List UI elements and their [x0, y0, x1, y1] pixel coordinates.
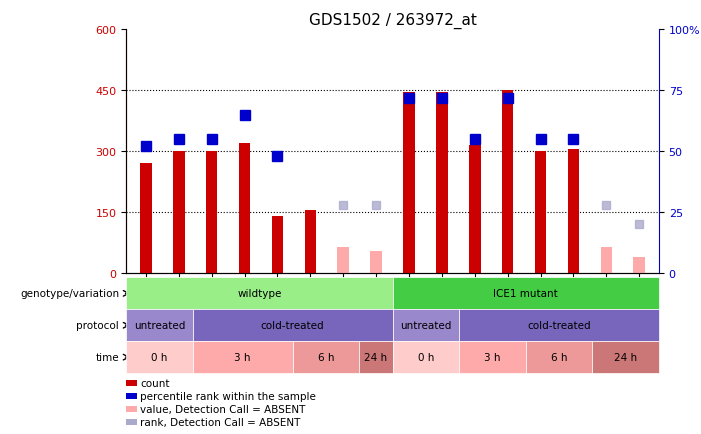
Text: 6 h: 6 h	[551, 352, 567, 362]
Text: rank, Detection Call = ABSENT: rank, Detection Call = ABSENT	[140, 418, 301, 427]
Text: cold-treated: cold-treated	[261, 321, 325, 330]
Text: wildtype: wildtype	[237, 289, 282, 299]
Text: count: count	[140, 378, 170, 388]
Bar	[403, 93, 415, 273]
Bar	[601, 247, 612, 273]
Text: cold-treated: cold-treated	[527, 321, 591, 330]
Bar	[535, 152, 546, 273]
Text: 3 h: 3 h	[234, 352, 251, 362]
Text: 3 h: 3 h	[484, 352, 501, 362]
Bar	[469, 146, 480, 273]
Text: genotype/variation: genotype/variation	[20, 289, 119, 299]
Bar	[337, 247, 349, 273]
Bar	[436, 93, 448, 273]
Bar	[140, 164, 151, 273]
Text: percentile rank within the sample: percentile rank within the sample	[140, 391, 316, 401]
Text: value, Detection Call = ABSENT: value, Detection Call = ABSENT	[140, 404, 306, 414]
Text: untreated: untreated	[400, 321, 451, 330]
Bar	[305, 210, 316, 273]
Text: 24 h: 24 h	[614, 352, 637, 362]
Text: 6 h: 6 h	[318, 352, 334, 362]
Bar	[568, 150, 579, 273]
Bar	[206, 152, 217, 273]
Bar	[239, 144, 250, 273]
Text: 0 h: 0 h	[151, 352, 168, 362]
Text: protocol: protocol	[76, 321, 119, 330]
Bar	[173, 152, 184, 273]
Bar	[502, 91, 513, 273]
Text: untreated: untreated	[134, 321, 185, 330]
Text: 0 h: 0 h	[418, 352, 434, 362]
Text: time: time	[95, 352, 119, 362]
Bar	[634, 257, 645, 273]
Bar	[272, 217, 283, 273]
Text: 24 h: 24 h	[365, 352, 388, 362]
Text: ICE1 mutant: ICE1 mutant	[494, 289, 558, 299]
Bar	[370, 251, 382, 273]
Title: GDS1502 / 263972_at: GDS1502 / 263972_at	[308, 13, 477, 29]
